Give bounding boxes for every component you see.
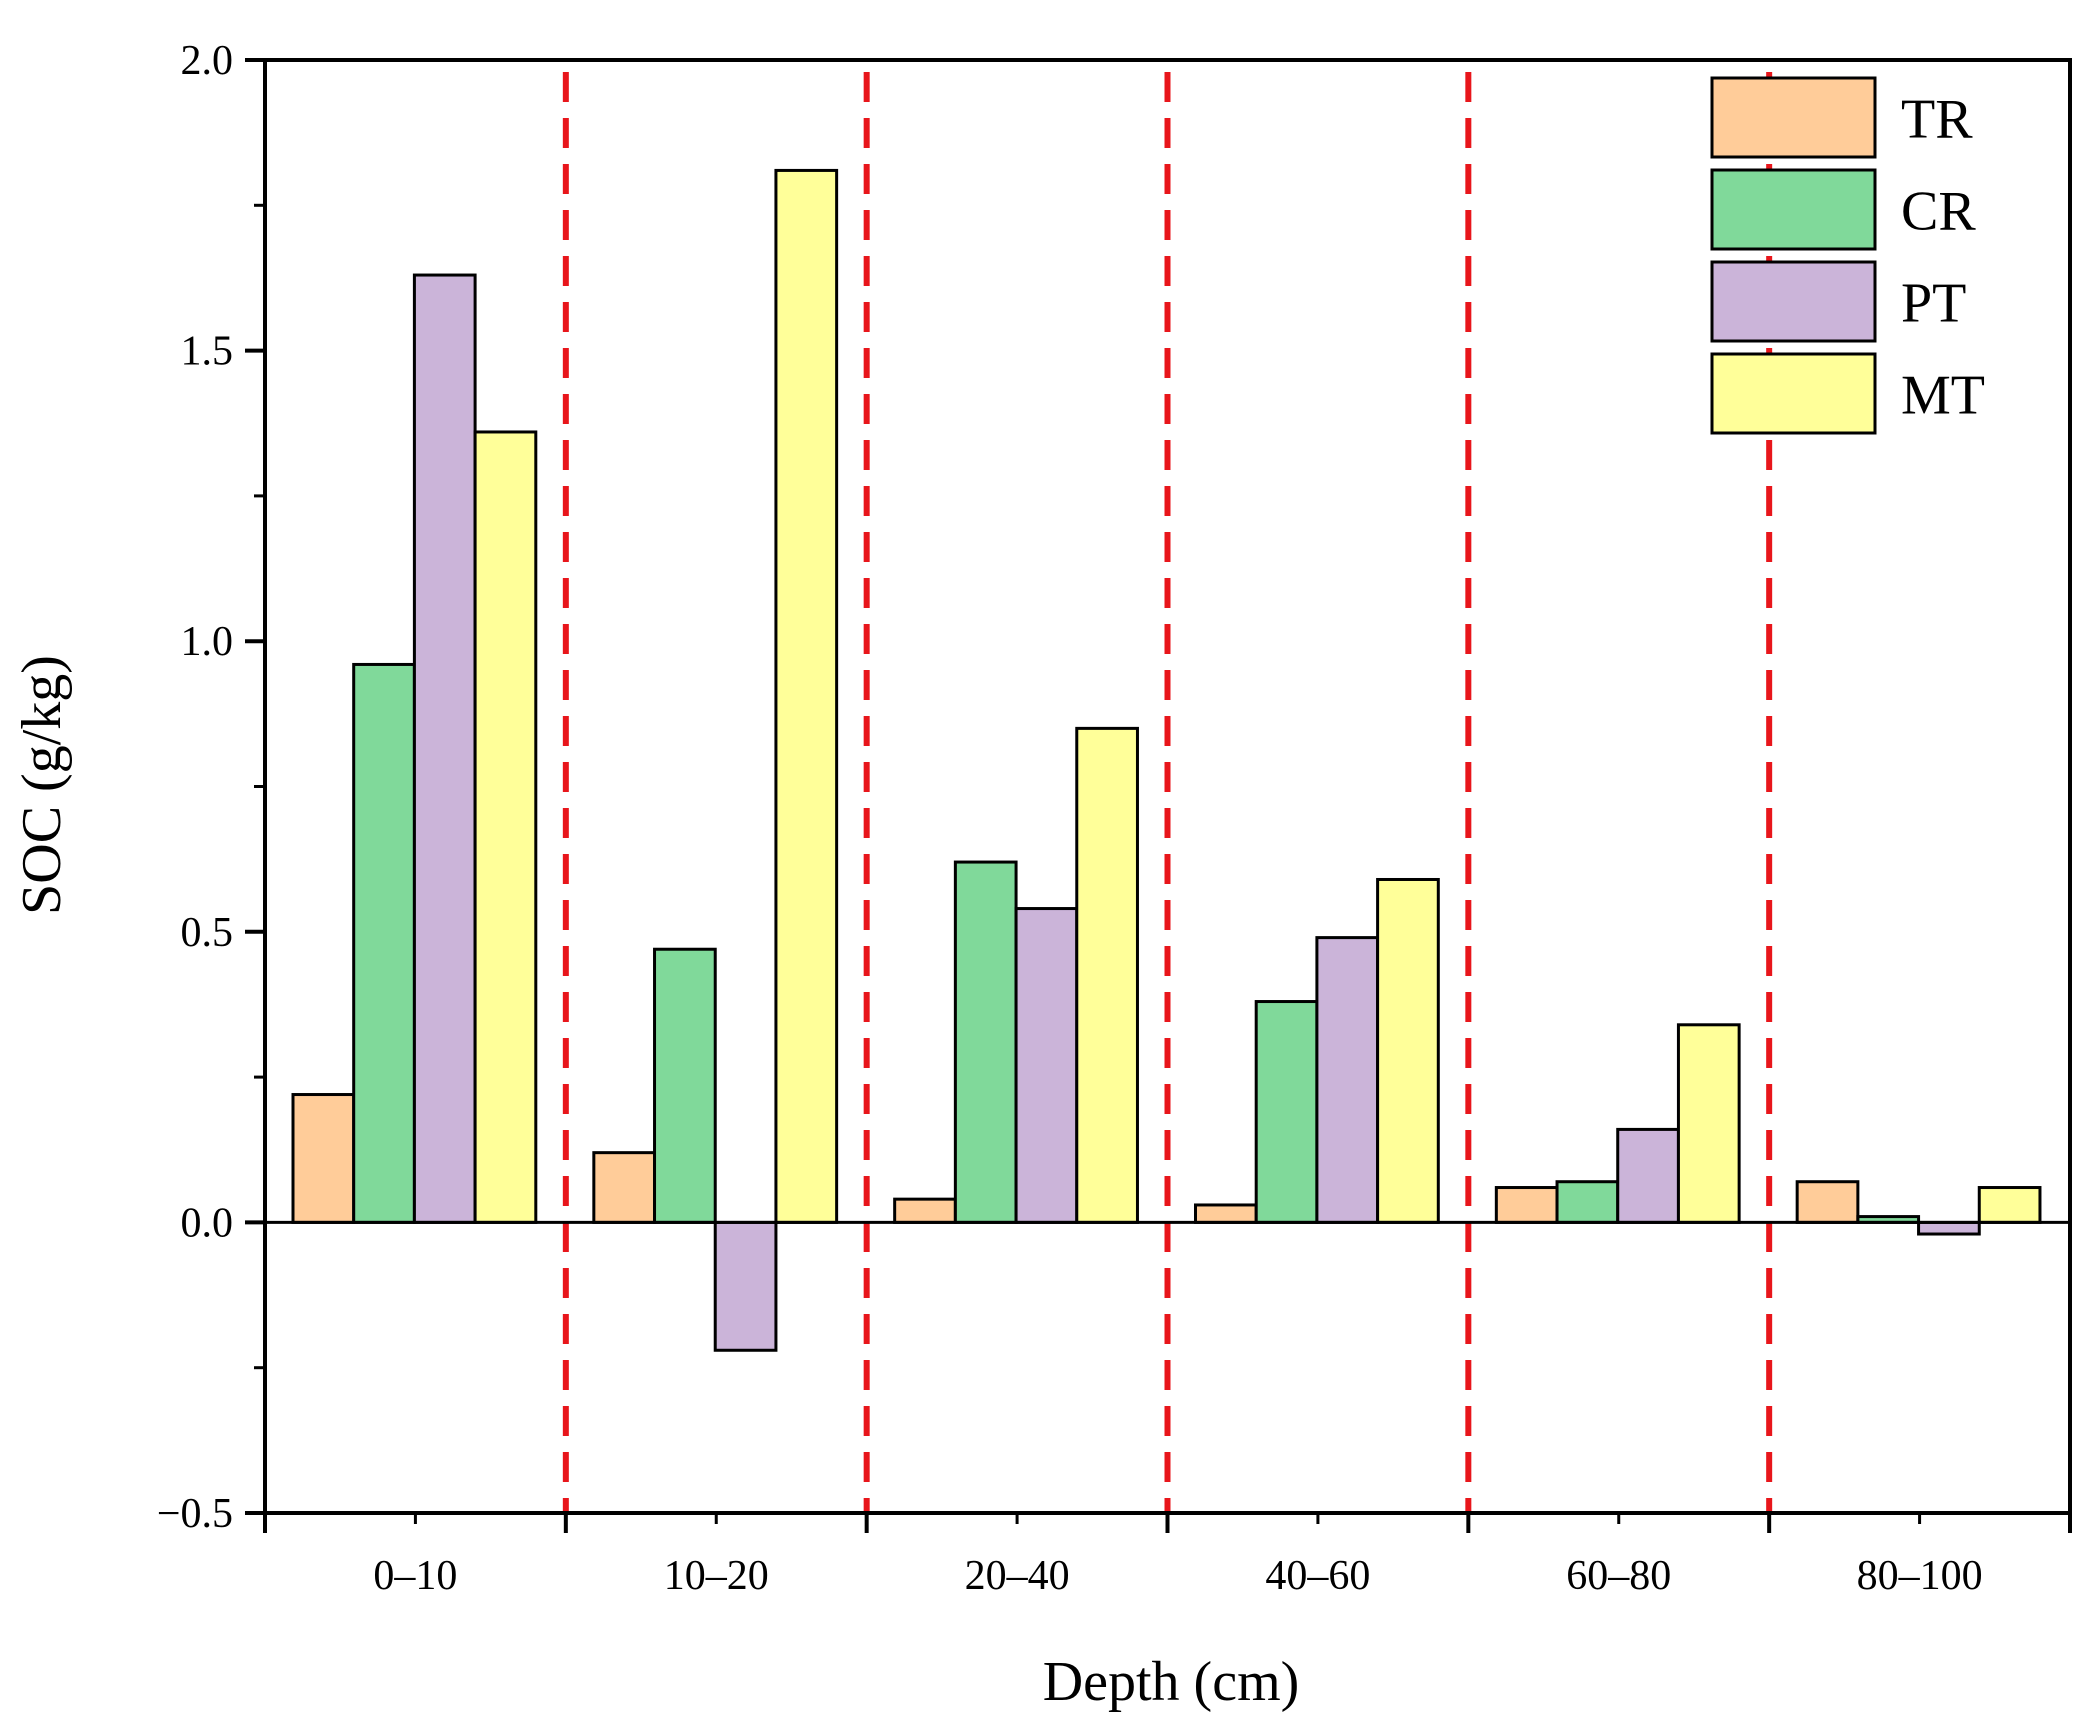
x-axis-title: Depth (cm) xyxy=(1043,1651,1300,1713)
bar-cr-0 xyxy=(352,662,416,1224)
bar-mt-0 xyxy=(473,430,538,1224)
bar-pt-0 xyxy=(412,273,477,1224)
y-tick-label: 0.0 xyxy=(181,1200,234,1246)
bar-tr-0 xyxy=(291,1093,356,1224)
bar-pt-3 xyxy=(1315,936,1380,1224)
x-tick-label: 40–60 xyxy=(1265,1553,1370,1599)
legend-swatch-mt xyxy=(1710,352,1877,435)
bar-mt-3 xyxy=(1376,877,1440,1224)
bar-mt-2 xyxy=(1075,726,1139,1224)
y-axis: −0.5 0.0 0.5 1.0 1.5 2.0 xyxy=(157,38,265,1537)
category-separators xyxy=(562,72,1773,1513)
bar-pt-2 xyxy=(1014,907,1079,1224)
legend-label-mt: MT xyxy=(1901,365,1985,427)
bar-mt-4 xyxy=(1676,1023,1741,1224)
legend-label-tr: TR xyxy=(1901,89,1973,151)
y-tick-label: 0.5 xyxy=(181,910,234,956)
legend-swatch-pt xyxy=(1710,260,1877,343)
bar-tr-5 xyxy=(1795,1180,1860,1224)
y-tick-label: 2.0 xyxy=(181,38,234,84)
x-tick-label: 10–20 xyxy=(664,1553,769,1599)
x-axis: 0–10 10–20 20–40 40–60 60–80 80–100 xyxy=(263,1513,2072,1599)
bar-pt-1 xyxy=(713,1220,778,1352)
bar-mt-1 xyxy=(774,168,839,1224)
legend: TR CR PT MT xyxy=(1710,76,1985,435)
bar-tr-2 xyxy=(893,1197,957,1224)
x-tick-label: 20–40 xyxy=(965,1553,1070,1599)
legend-swatch-cr xyxy=(1710,168,1877,251)
legend-label-pt: PT xyxy=(1901,273,1966,335)
y-tick-label: 1.0 xyxy=(181,619,234,665)
bar-cr-3 xyxy=(1254,1000,1319,1224)
bar-pt-4 xyxy=(1616,1127,1680,1224)
bar-cr-4 xyxy=(1555,1180,1620,1224)
x-tick-label: 0–10 xyxy=(373,1553,457,1599)
bar-tr-1 xyxy=(592,1151,657,1224)
y-tick-label: −0.5 xyxy=(157,1491,233,1537)
bar-tr-4 xyxy=(1494,1186,1559,1224)
bar-tr-3 xyxy=(1194,1203,1258,1224)
bar-mt-5 xyxy=(1977,1186,2042,1224)
x-tick-label: 60–80 xyxy=(1566,1553,1671,1599)
legend-swatch-tr xyxy=(1710,76,1877,159)
x-tick-label: 80–100 xyxy=(1857,1553,1983,1599)
bar-pt-5 xyxy=(1917,1220,1981,1236)
bars-group xyxy=(291,168,2042,1352)
bar-cr-1 xyxy=(653,947,717,1224)
bar-cr-2 xyxy=(953,860,1018,1224)
y-tick-label: 1.5 xyxy=(181,329,234,375)
legend-label-cr: CR xyxy=(1901,181,1976,243)
y-axis-title: SOC (g/kg) xyxy=(11,655,73,915)
